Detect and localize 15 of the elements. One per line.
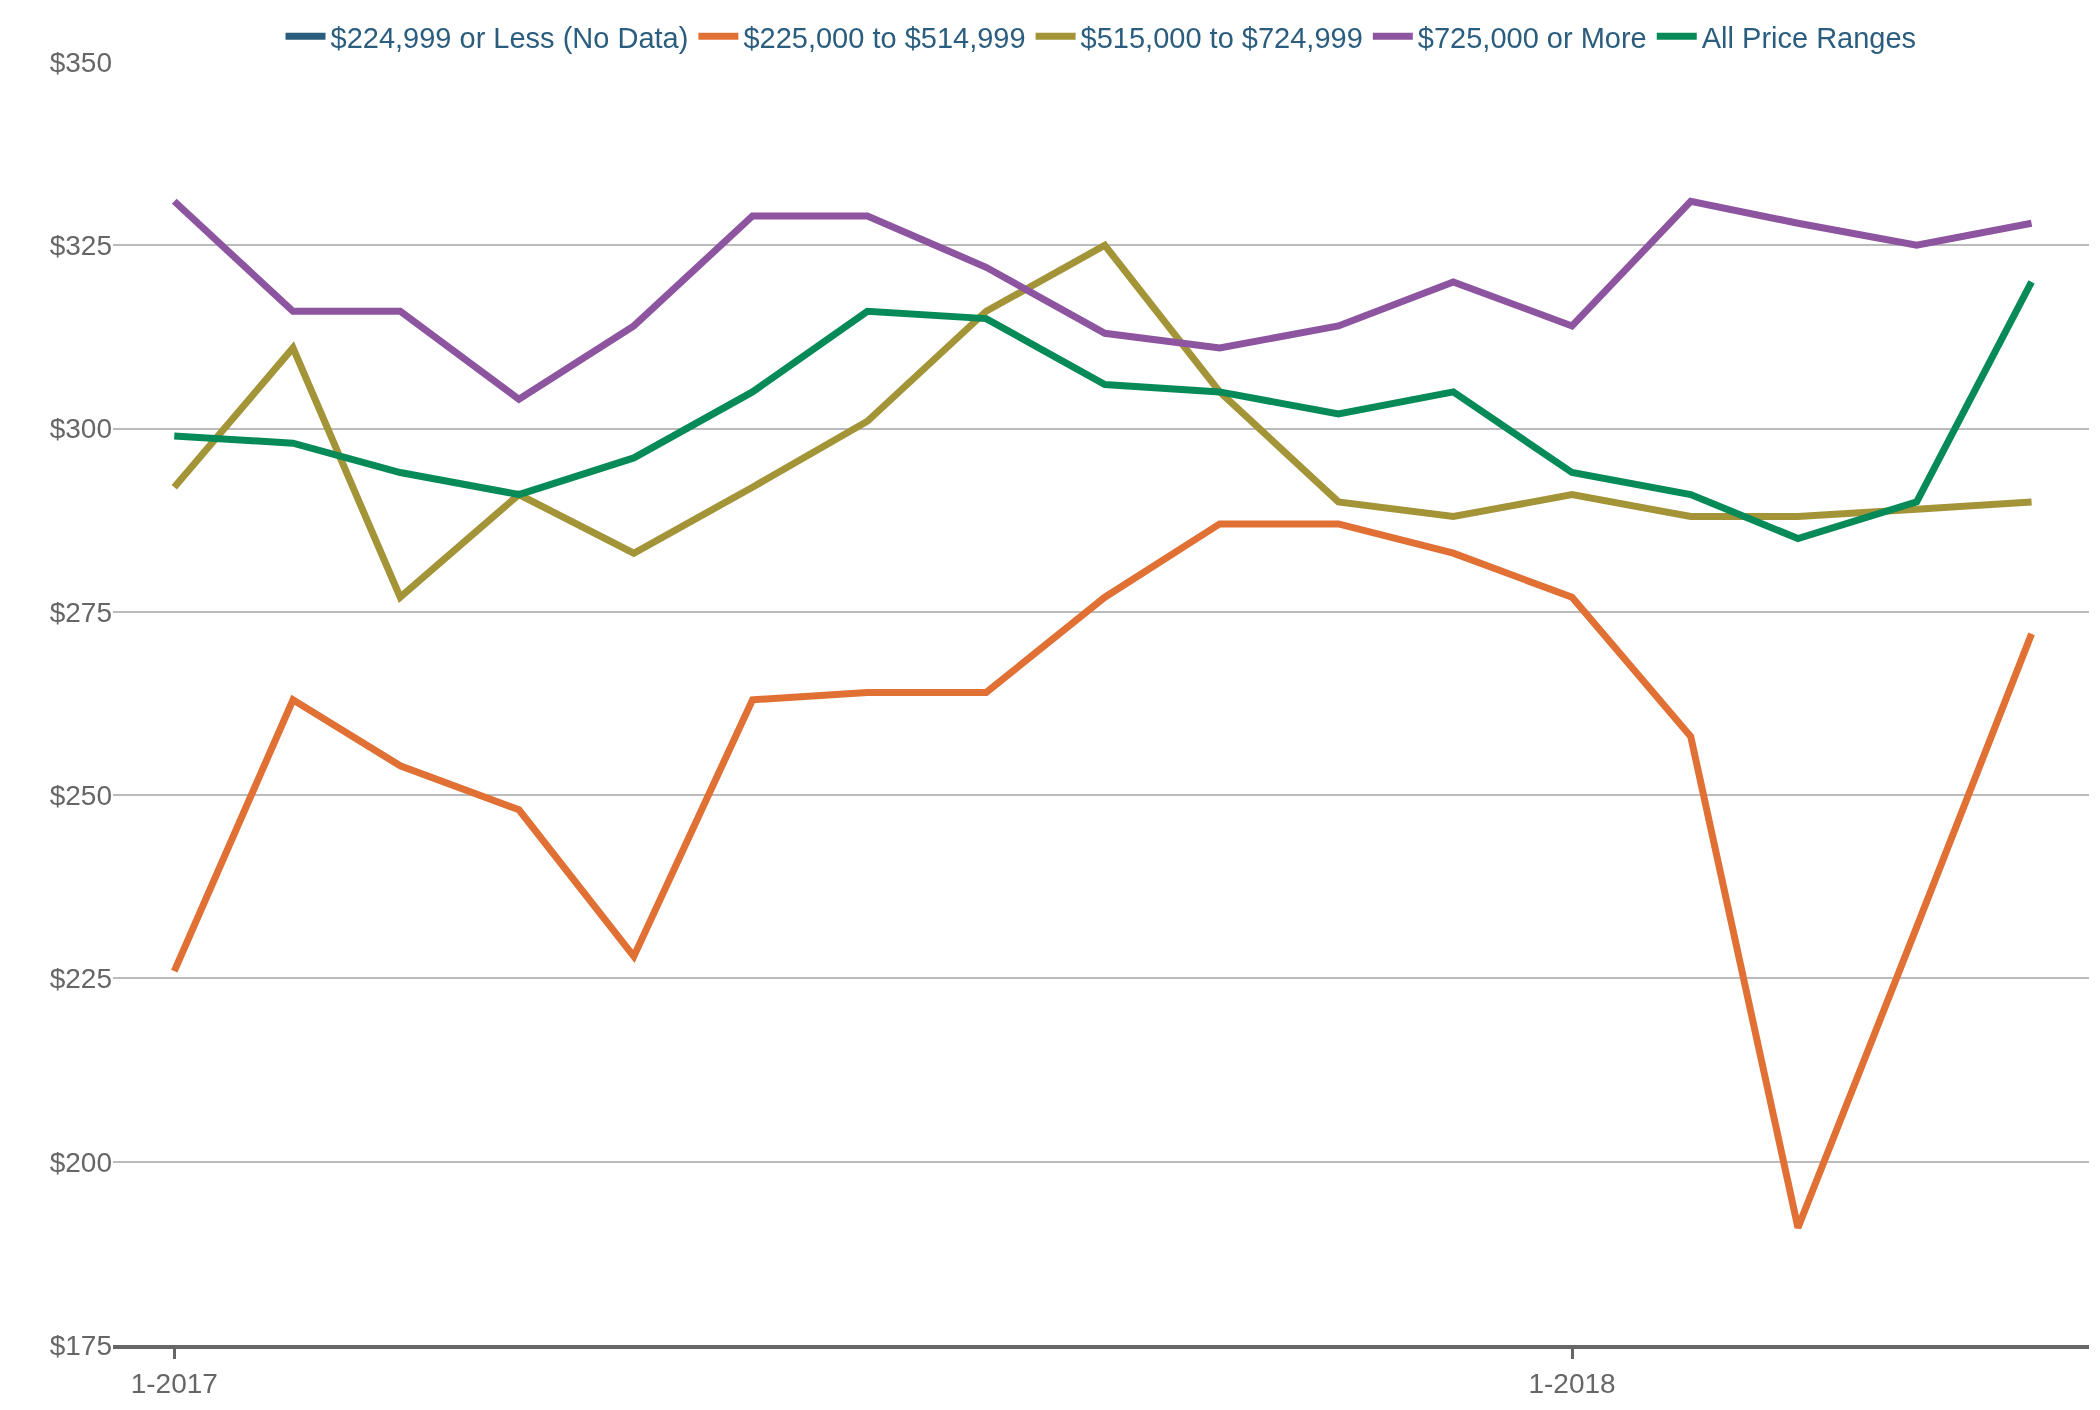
y-tick-label: $175 [49,1329,112,1361]
legend-label: $725,000 or More [1417,21,1647,54]
y-tick-label: $250 [49,779,112,811]
legend-label: $224,999 or Less (No Data) [330,21,689,54]
y-tick-label: $275 [49,596,112,628]
y-tick-label: $200 [49,1146,112,1178]
y-tick-label: $225 [49,963,112,995]
legend-label: $515,000 to $724,999 [1080,21,1363,54]
y-tick-label: $350 [49,46,112,78]
x-tick-label: 1-2017 [130,1367,218,1399]
x-tick-label: 1-2018 [1528,1367,1616,1399]
legend-label: All Price Ranges [1701,21,1917,54]
legend-label: $225,000 to $514,999 [743,21,1026,54]
y-tick-label: $325 [49,230,112,262]
y-tick-label: $300 [49,413,112,445]
